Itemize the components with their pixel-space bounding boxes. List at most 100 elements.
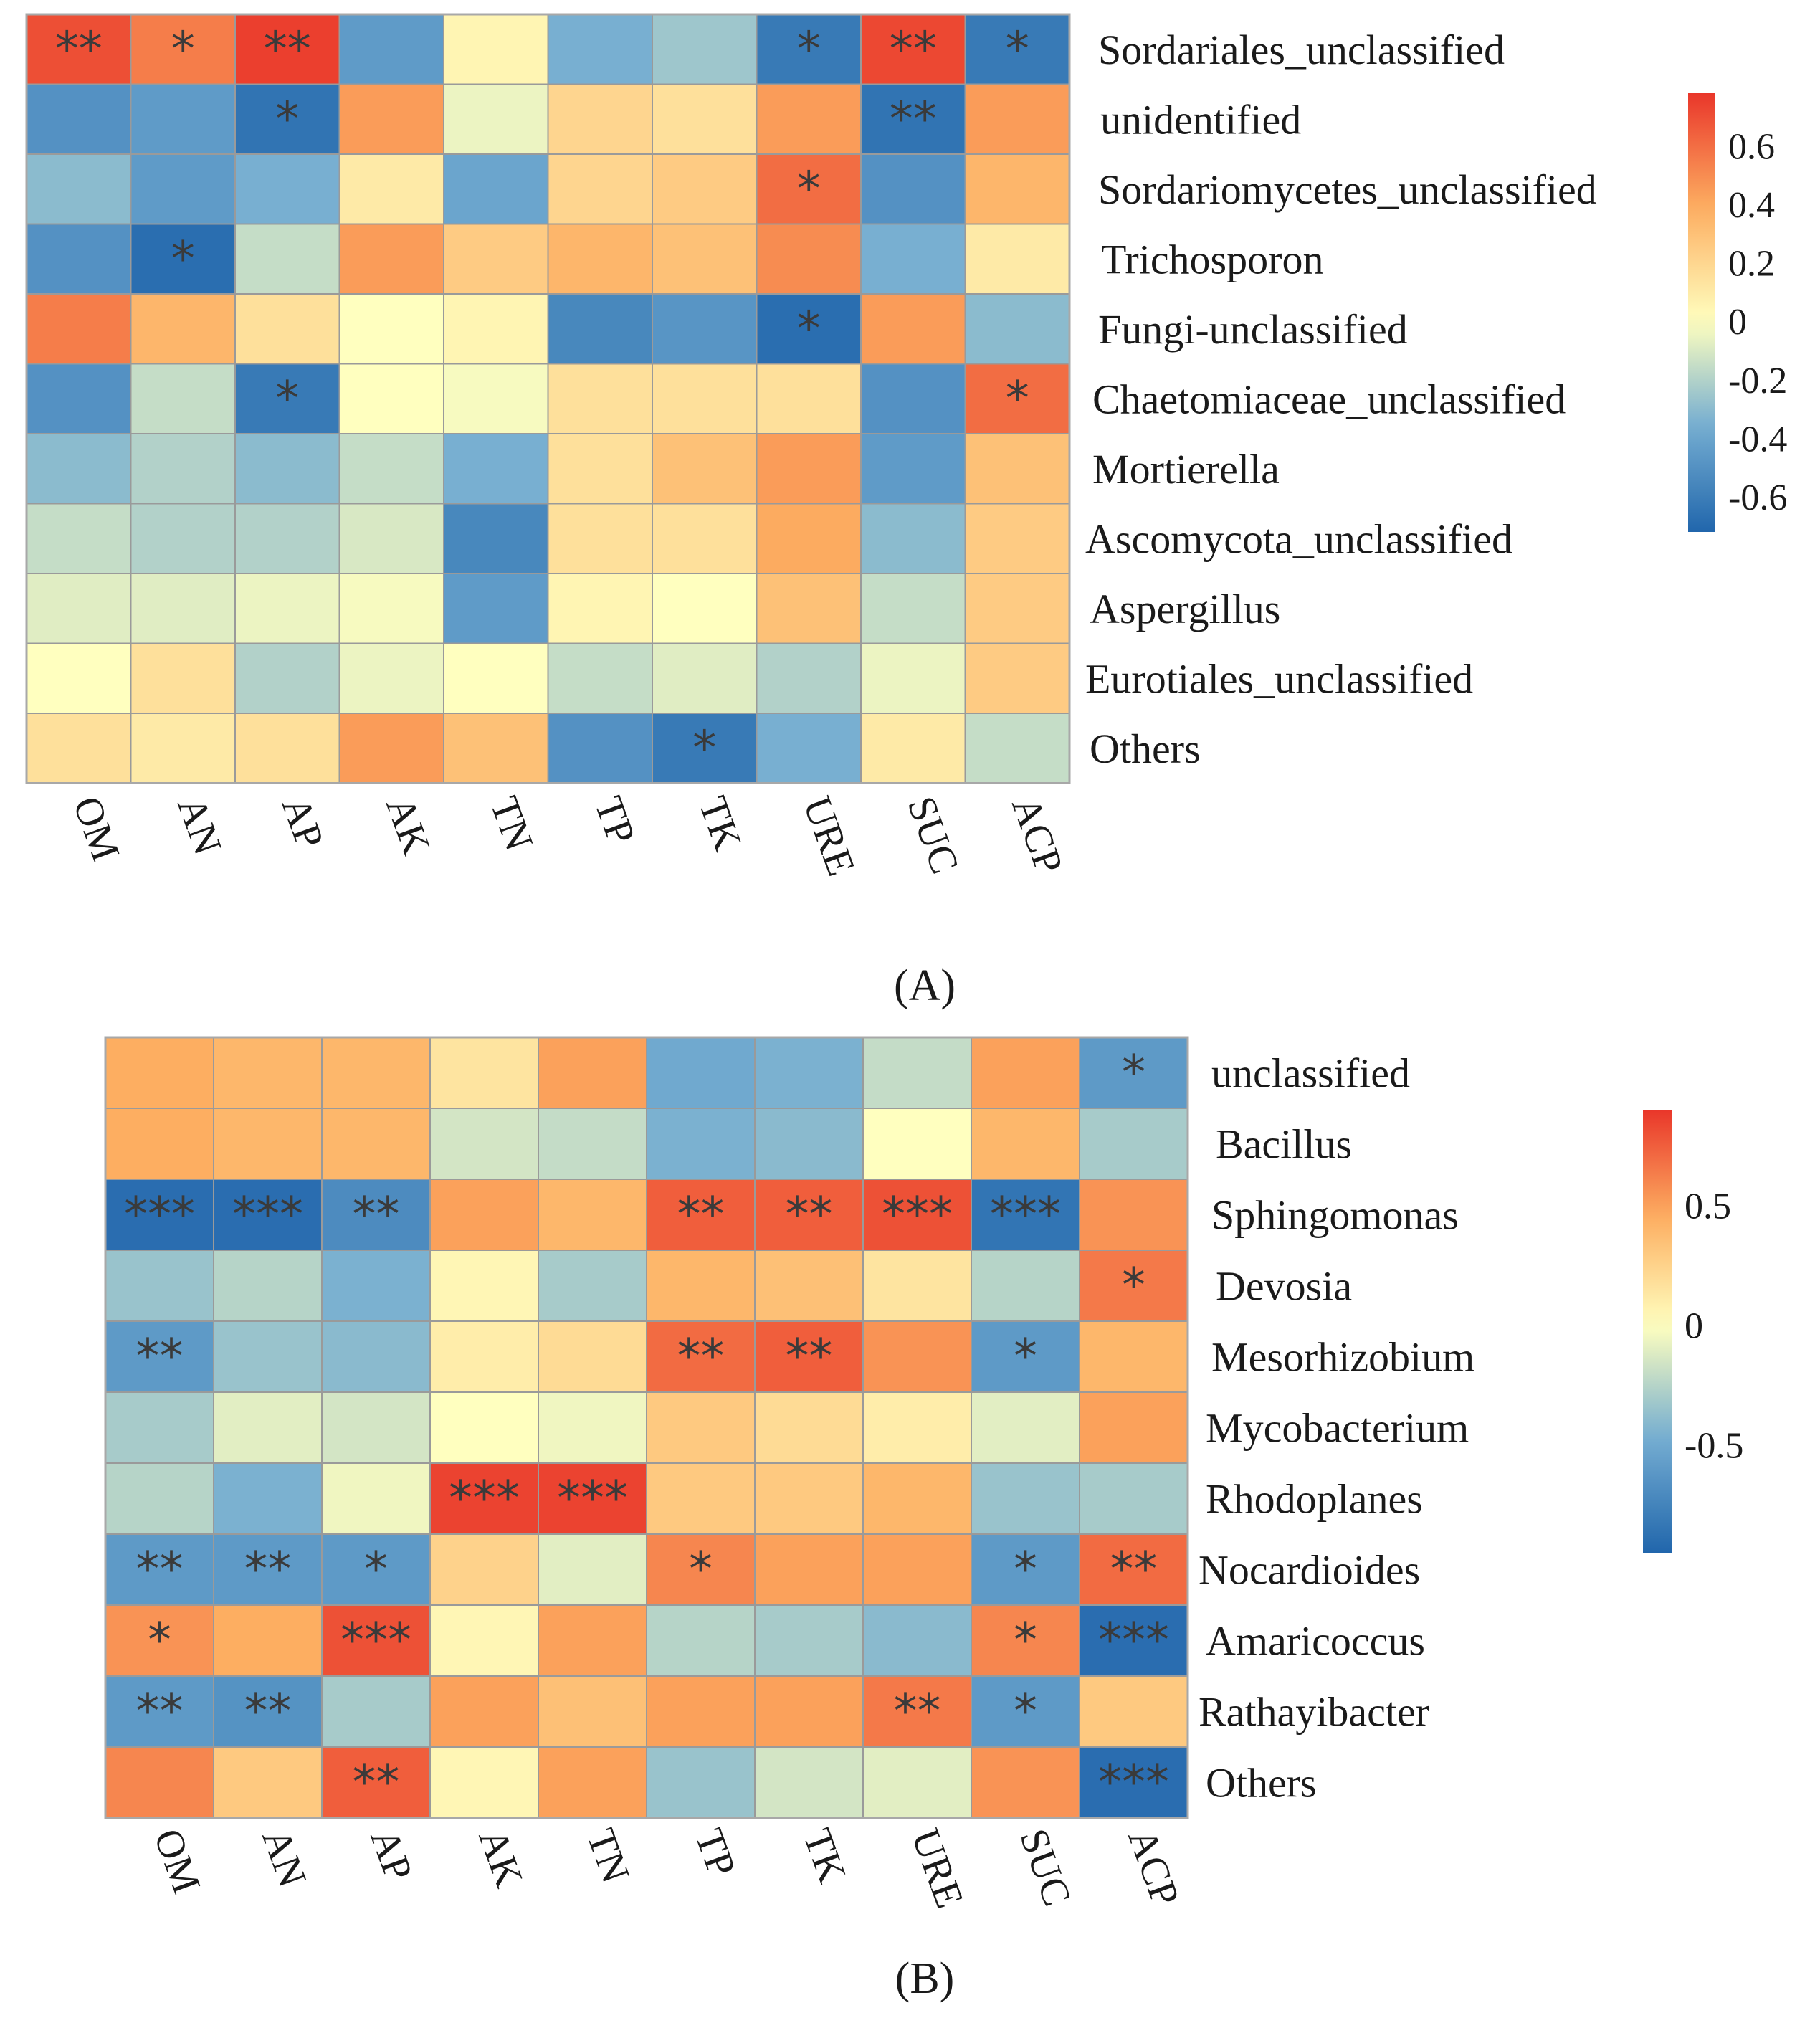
significance-marker: ***	[232, 1187, 303, 1242]
heatmap-cell	[105, 1179, 214, 1251]
heatmap-cell	[646, 1675, 756, 1748]
heatmap-cell	[971, 1250, 1080, 1322]
row-label: Ascomycota_unclassified	[1085, 515, 1512, 562]
row-label: Mesorhizobium	[1211, 1334, 1474, 1381]
row-label: Devosia	[1216, 1263, 1352, 1310]
heatmap-cell	[964, 433, 1070, 505]
column-label: ACP	[1003, 791, 1072, 880]
heatmap-cell	[429, 1391, 539, 1464]
heatmap-panel-b: **** *** ** ** ** *** ****** ** ** **** ***** ** * * *…	[104, 1036, 1743, 2003]
heatmap-cell	[860, 293, 966, 365]
significance-marker: **	[786, 1187, 833, 1242]
column-label: AP	[361, 1823, 421, 1886]
heatmap-cell	[105, 1533, 214, 1606]
heatmap-cell	[756, 713, 862, 784]
row-label: Sordariomycetes_unclassified	[1098, 166, 1597, 213]
heatmap-cell	[429, 1037, 539, 1109]
heatmap-cell	[754, 1179, 864, 1251]
significance-marker: *	[692, 720, 716, 776]
heatmap-cell	[971, 1108, 1080, 1180]
significance-marker: ***	[882, 1187, 953, 1242]
colorbar-tick-label: -0.4	[1728, 419, 1787, 460]
heatmap-cell	[213, 1533, 323, 1606]
heatmap-cell	[754, 1108, 864, 1180]
colorbar-tick-label: 0.6	[1728, 126, 1775, 167]
heatmap-cell	[754, 1320, 864, 1393]
heatmap-cell	[429, 1675, 539, 1748]
heatmap-cell	[754, 1037, 864, 1109]
heatmap-cell	[964, 153, 1070, 225]
significance-marker: *	[364, 1542, 388, 1597]
heatmap-cell	[338, 363, 444, 434]
significance-marker: *	[797, 161, 821, 216]
heatmap-cell	[234, 573, 340, 644]
heatmap-cell	[964, 223, 1070, 295]
heatmap-cell	[213, 1320, 323, 1393]
heatmap-cell	[26, 503, 132, 574]
significance-marker: ***	[990, 1187, 1061, 1242]
heatmap-cell	[26, 642, 132, 714]
heatmap-cell	[1079, 1391, 1188, 1464]
heatmap-cell	[646, 1462, 756, 1535]
column-label: OM	[145, 1823, 209, 1899]
heatmap-cell	[26, 573, 132, 644]
significance-marker: **	[786, 1329, 833, 1384]
heatmap-cell	[538, 1037, 647, 1109]
significance-marker: **	[136, 1542, 184, 1597]
heatmap-cell	[338, 14, 444, 85]
heatmap-cell	[964, 642, 1070, 714]
heatmap-cell	[646, 1037, 756, 1109]
heatmap-cell	[971, 1037, 1080, 1109]
heatmap-cell	[213, 1179, 323, 1251]
heatmap-cell	[754, 1391, 864, 1464]
heatmap-cell	[26, 433, 132, 505]
significance-marker: *	[1014, 1329, 1037, 1384]
heatmap-cell	[547, 713, 653, 784]
heatmap-cell	[321, 1391, 431, 1464]
row-label: Bacillus	[1216, 1121, 1352, 1168]
column-label: TN	[578, 1823, 638, 1888]
heatmap-panel-a: ** * ** * ** ** ****** **Sordariales_unclassifi…	[25, 13, 1787, 1010]
heatmap-cell	[547, 153, 653, 225]
heatmap-cell	[754, 1746, 864, 1819]
heatmap-cell	[754, 1250, 864, 1322]
heatmap-cell	[862, 1037, 972, 1109]
significance-marker: ***	[1098, 1613, 1169, 1668]
column-label: TP	[586, 791, 644, 850]
heatmap-cell	[646, 1391, 756, 1464]
heatmap-cell	[756, 363, 862, 434]
heatmap-cell	[538, 1108, 647, 1180]
heatmap-cell	[26, 14, 132, 85]
panel-label: (A)	[894, 961, 956, 1010]
heatmap-cell	[443, 503, 549, 574]
heatmap-cell	[105, 1675, 214, 1748]
heatmap-cell	[338, 223, 444, 295]
heatmap-cell	[321, 1037, 431, 1109]
row-label: Mycobacterium	[1206, 1405, 1469, 1452]
heatmap-cell	[234, 503, 340, 574]
heatmap-cell	[443, 713, 549, 784]
heatmap-cell	[105, 1250, 214, 1322]
significance-marker: **	[677, 1329, 725, 1384]
heatmap-cell	[234, 153, 340, 225]
heatmap-cell	[338, 153, 444, 225]
heatmap-cell	[756, 503, 862, 574]
heatmap-cell	[130, 293, 236, 365]
heatmap-cell	[443, 14, 549, 85]
significance-marker: **	[244, 1684, 292, 1739]
heatmap-cell	[860, 433, 966, 505]
heatmap-cell	[1079, 1746, 1188, 1819]
heatmap-cell	[862, 1250, 972, 1322]
heatmap-cell	[130, 433, 236, 505]
heatmap-cell	[860, 573, 966, 644]
significance-marker: **	[136, 1329, 184, 1384]
heatmap-border	[104, 1036, 1189, 1819]
significance-marker: *	[1006, 371, 1029, 426]
row-label: Aspergillus	[1090, 586, 1280, 632]
column-label: TK	[690, 791, 751, 856]
heatmap-cell	[443, 573, 549, 644]
heatmap-cell	[105, 1108, 214, 1180]
row-label: unidentified	[1100, 96, 1301, 143]
column-label: URE	[902, 1823, 972, 1913]
heatmap-cell	[652, 223, 758, 295]
